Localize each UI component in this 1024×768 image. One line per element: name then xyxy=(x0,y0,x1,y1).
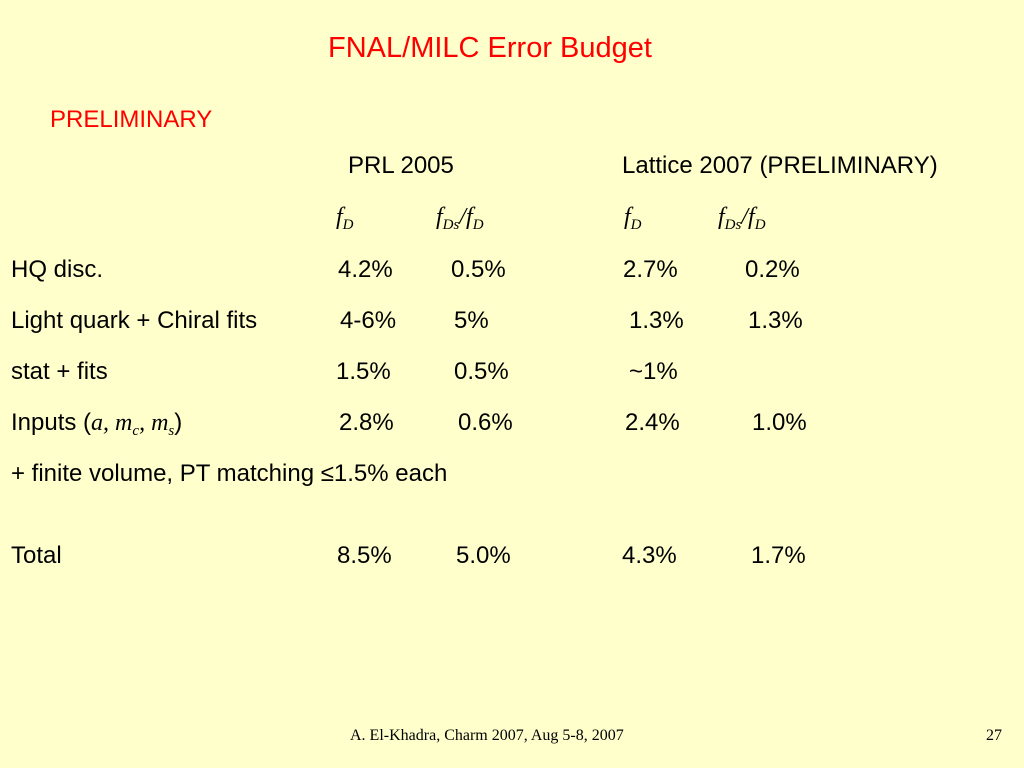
cell-hq-prl-ratio: 0.5% xyxy=(451,256,506,283)
cell-stat-prl-fD: 1.5% xyxy=(336,358,391,385)
cell-hq-prl-fD: 4.2% xyxy=(338,256,393,283)
cell-total-prl-ratio: 5.0% xyxy=(456,542,511,569)
cell-stat-prl-ratio: 0.5% xyxy=(454,358,509,385)
preliminary-label: PRELIMINARY xyxy=(50,106,213,133)
subheader-lattice-fD: fD xyxy=(624,204,642,233)
cell-total-lat-ratio: 1.7% xyxy=(751,542,806,569)
subheader-prl-fD: fD xyxy=(336,204,354,233)
cell-inputs-prl-fD: 2.8% xyxy=(339,409,394,436)
subheader-prl-fDs-over-fD: fDs/fD xyxy=(436,204,484,233)
cell-inputs-lat-fD: 2.4% xyxy=(625,409,680,436)
page-number: 27 xyxy=(986,727,1002,744)
row-label-inputs: Inputs (a, mc, ms) xyxy=(11,409,183,439)
cell-light-lat-fD: 1.3% xyxy=(629,307,684,334)
footer-citation: A. El-Khadra, Charm 2007, Aug 5-8, 2007 xyxy=(350,727,624,744)
cell-light-lat-ratio: 1.3% xyxy=(748,307,803,334)
column-header-prl2005: PRL 2005 xyxy=(348,152,454,179)
cell-inputs-prl-ratio: 0.6% xyxy=(458,409,513,436)
row-note-finite-volume: + finite volume, PT matching ≤1.5% each xyxy=(11,460,448,487)
row-label-total: Total xyxy=(11,542,62,569)
cell-total-prl-fD: 8.5% xyxy=(337,542,392,569)
row-label-stat: stat + fits xyxy=(11,358,108,385)
column-header-lattice2007: Lattice 2007 (PRELIMINARY) xyxy=(622,152,938,179)
cell-inputs-lat-ratio: 1.0% xyxy=(752,409,807,436)
cell-hq-lat-fD: 2.7% xyxy=(623,256,678,283)
cell-light-prl-ratio: 5% xyxy=(454,307,489,334)
row-label-light-quark: Light quark + Chiral fits xyxy=(11,307,258,334)
row-label-hq: HQ disc. xyxy=(11,256,104,283)
slide-title: FNAL/MILC Error Budget xyxy=(328,32,652,64)
cell-stat-lat-fD: ~1% xyxy=(629,358,678,385)
cell-total-lat-fD: 4.3% xyxy=(622,542,677,569)
subheader-lattice-fDs-over-fD: fDs/fD xyxy=(718,204,766,233)
cell-light-prl-fD: 4-6% xyxy=(340,307,397,334)
cell-hq-lat-ratio: 0.2% xyxy=(745,256,800,283)
